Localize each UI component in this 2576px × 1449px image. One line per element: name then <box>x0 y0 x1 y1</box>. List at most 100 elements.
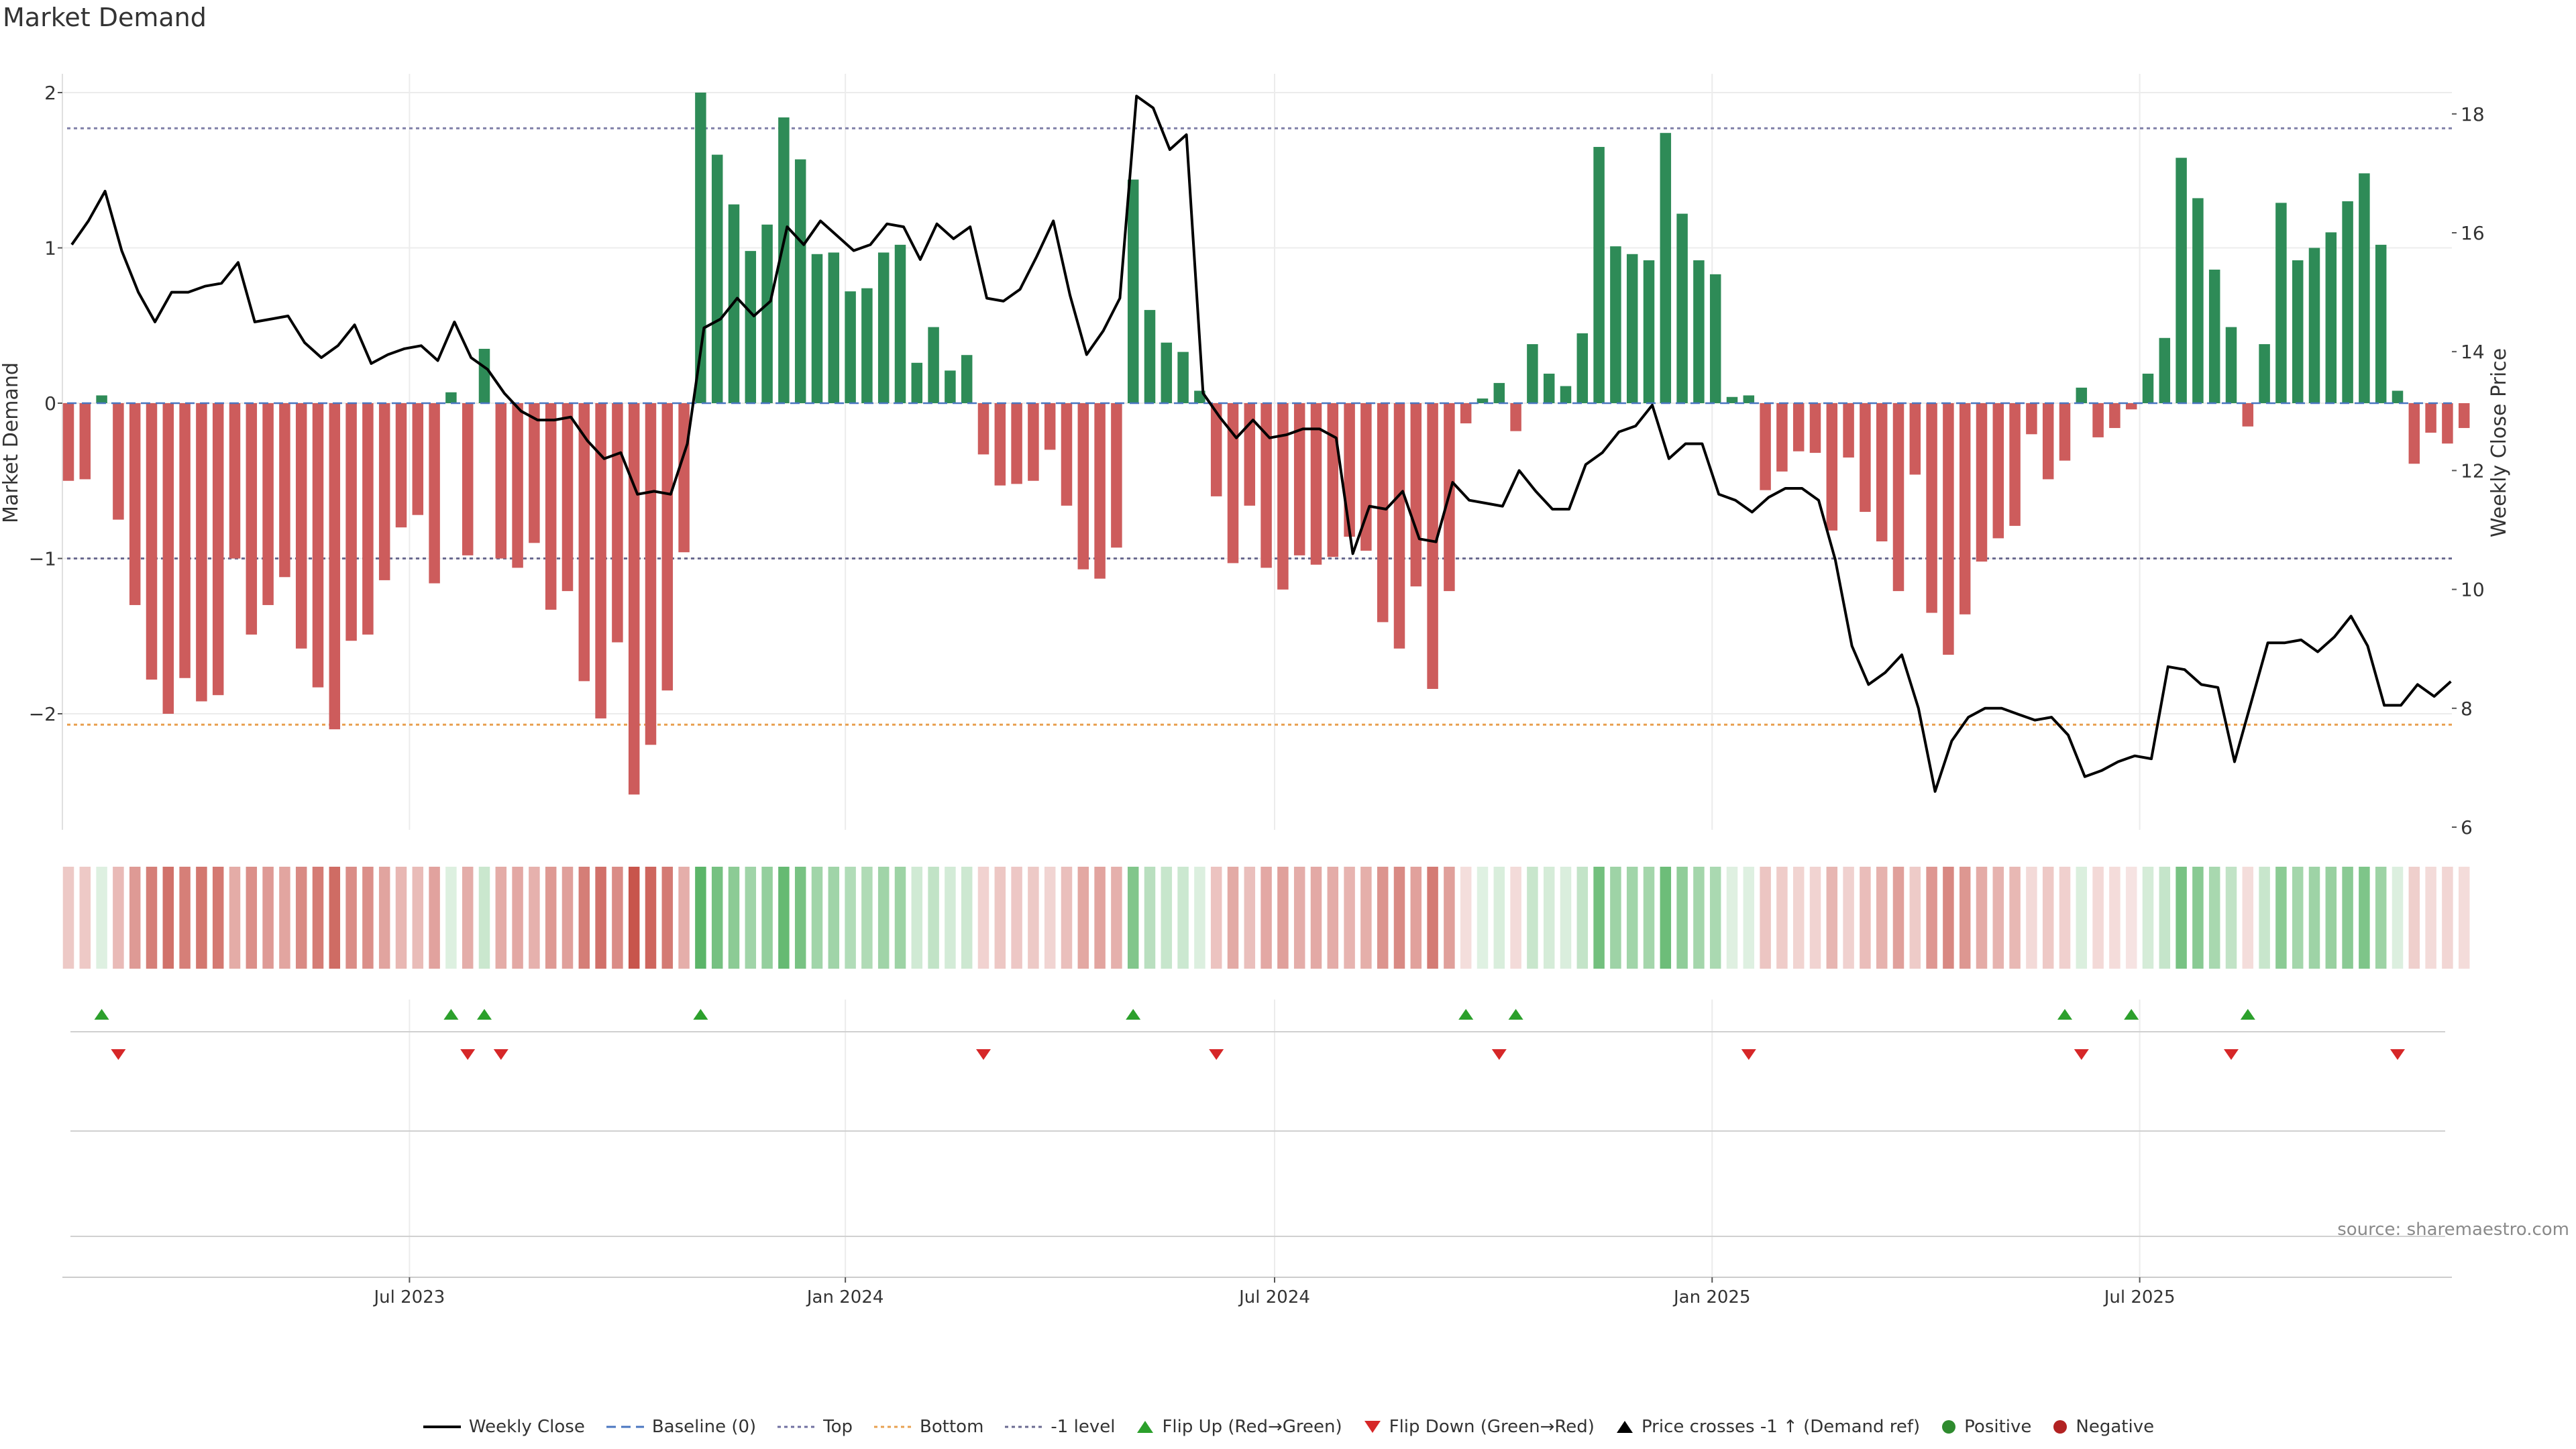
flip-up-marker <box>1508 1009 1523 1020</box>
y-tick-label: −2 <box>29 703 56 725</box>
flip-panel: Jul 2023 Jan 2024 Jul 2024 Jan 2025 Jul 2025 <box>62 1009 2452 1307</box>
heat-cell <box>2092 867 2104 969</box>
heat-cell <box>1693 867 1705 969</box>
heat-cell <box>395 867 407 969</box>
heat-cell <box>196 867 207 969</box>
heat-cell <box>2275 867 2287 969</box>
demand-bar-negative <box>578 403 590 682</box>
demand-bar-negative <box>262 403 274 605</box>
demand-bar-positive <box>2076 387 2088 403</box>
heat-cell <box>1726 867 1738 969</box>
demand-bar-negative <box>1876 403 1888 542</box>
demand-bar-negative <box>595 403 606 718</box>
heat-cell <box>728 867 740 969</box>
heat-cell <box>828 867 840 969</box>
demand-bar-positive <box>695 93 706 403</box>
y-tick-label: −1 <box>29 548 56 570</box>
demand-bar-positive <box>961 355 973 403</box>
demand-bar-negative <box>1976 403 1988 562</box>
heat-cell <box>1959 867 1971 969</box>
heat-cell <box>1077 867 1089 969</box>
demand-bar-positive <box>828 252 840 403</box>
demand-bar-negative <box>977 403 989 455</box>
heat-cell <box>146 867 158 969</box>
y2-tick-label: 10 <box>2461 579 2485 601</box>
legend-minus1: -1 level <box>1004 1417 1115 1437</box>
demand-bar-negative <box>1427 403 1438 689</box>
demand-bar-positive <box>1493 382 1505 403</box>
legend-label: Positive <box>1964 1417 2032 1437</box>
triangle-up-icon <box>1616 1421 1633 1433</box>
y2-axis-ticks: 18 16 14 12 10 8 6 <box>2452 103 2485 839</box>
legend-label: Flip Up (Red→Green) <box>1162 1417 1342 1437</box>
heat-cell <box>1144 867 1156 969</box>
demand-bar-positive <box>1161 342 1173 403</box>
flip-down-marker <box>460 1049 476 1060</box>
demand-bar-positive <box>2142 374 2154 403</box>
legend: Weekly Close Baseline (0) Top Bottom -1 … <box>0 1417 2576 1437</box>
heat-cell <box>695 867 706 969</box>
demand-bar-negative <box>1344 403 1355 537</box>
heat-cell <box>1660 867 1672 969</box>
demand-bar-negative <box>1061 403 1073 506</box>
heat-cell <box>2159 867 2171 969</box>
heat-cell <box>1177 867 1189 969</box>
heat-cell <box>412 867 424 969</box>
flip-down-marker <box>1491 1049 1507 1060</box>
y-tick-label: 0 <box>44 392 56 415</box>
triangle-down-icon <box>1364 1421 1381 1433</box>
heat-cell <box>1527 867 1538 969</box>
demand-bar-negative <box>1011 403 1022 484</box>
heat-cell <box>1260 867 1272 969</box>
demand-bar-negative <box>2442 403 2453 444</box>
heat-cell <box>512 867 523 969</box>
heat-cell <box>129 867 141 969</box>
demand-bars <box>62 93 2470 795</box>
demand-bar-negative <box>279 403 290 578</box>
demand-bar-positive <box>2375 244 2387 403</box>
heat-cell <box>1244 867 1256 969</box>
heat-cell <box>545 867 557 969</box>
demand-bar-positive <box>2159 337 2171 403</box>
demand-bar-negative <box>1227 403 1239 564</box>
heat-cell <box>811 867 823 969</box>
heat-cell <box>429 867 440 969</box>
demand-bar-negative <box>113 403 124 520</box>
demand-bar-positive <box>1693 260 1705 403</box>
heat-cell <box>2375 867 2387 969</box>
heat-cell <box>861 867 873 969</box>
demand-bar-positive <box>1560 386 1572 403</box>
heat-cell <box>2308 867 2320 969</box>
heat-cell <box>529 867 540 969</box>
demand-bar-negative <box>378 403 390 580</box>
heat-cell <box>661 867 674 969</box>
demand-bar-negative <box>2042 403 2054 480</box>
heat-cell <box>1410 867 1422 969</box>
heat-cell <box>2225 867 2237 969</box>
heat-cell <box>1360 867 1372 969</box>
demand-bar-negative <box>512 403 523 568</box>
x-axis-ticks: Jul 2023 Jan 2024 Jul 2024 Jan 2025 Jul 2025 <box>372 1277 2176 1307</box>
flip-down-marker <box>493 1049 508 1060</box>
legend-negative: Negative <box>2051 1417 2154 1437</box>
heat-cell <box>1210 867 1222 969</box>
legend-top: Top <box>776 1417 853 1437</box>
legend-label: Baseline (0) <box>651 1417 757 1437</box>
heat-cell <box>2425 867 2436 969</box>
demand-bar-negative <box>1260 403 1272 568</box>
heat-cell <box>1860 867 1871 969</box>
heat-cell <box>628 867 640 969</box>
heat-cell <box>1028 867 1039 969</box>
heat-cell <box>1444 867 1455 969</box>
demand-bar-negative <box>412 403 424 515</box>
demand-bar-negative <box>345 403 357 641</box>
legend-label: Price crosses -1 ↑ (Demand ref) <box>1641 1417 1921 1437</box>
heat-cell <box>1576 867 1589 969</box>
demand-bar-positive <box>1676 213 1688 403</box>
heat-cell <box>1344 867 1355 969</box>
demand-bar-negative <box>529 403 540 543</box>
heat-cell <box>345 867 357 969</box>
legend-weekly-close: Weekly Close <box>422 1417 585 1437</box>
heat-cell <box>1427 867 1438 969</box>
demand-bar-positive <box>1660 133 1672 403</box>
